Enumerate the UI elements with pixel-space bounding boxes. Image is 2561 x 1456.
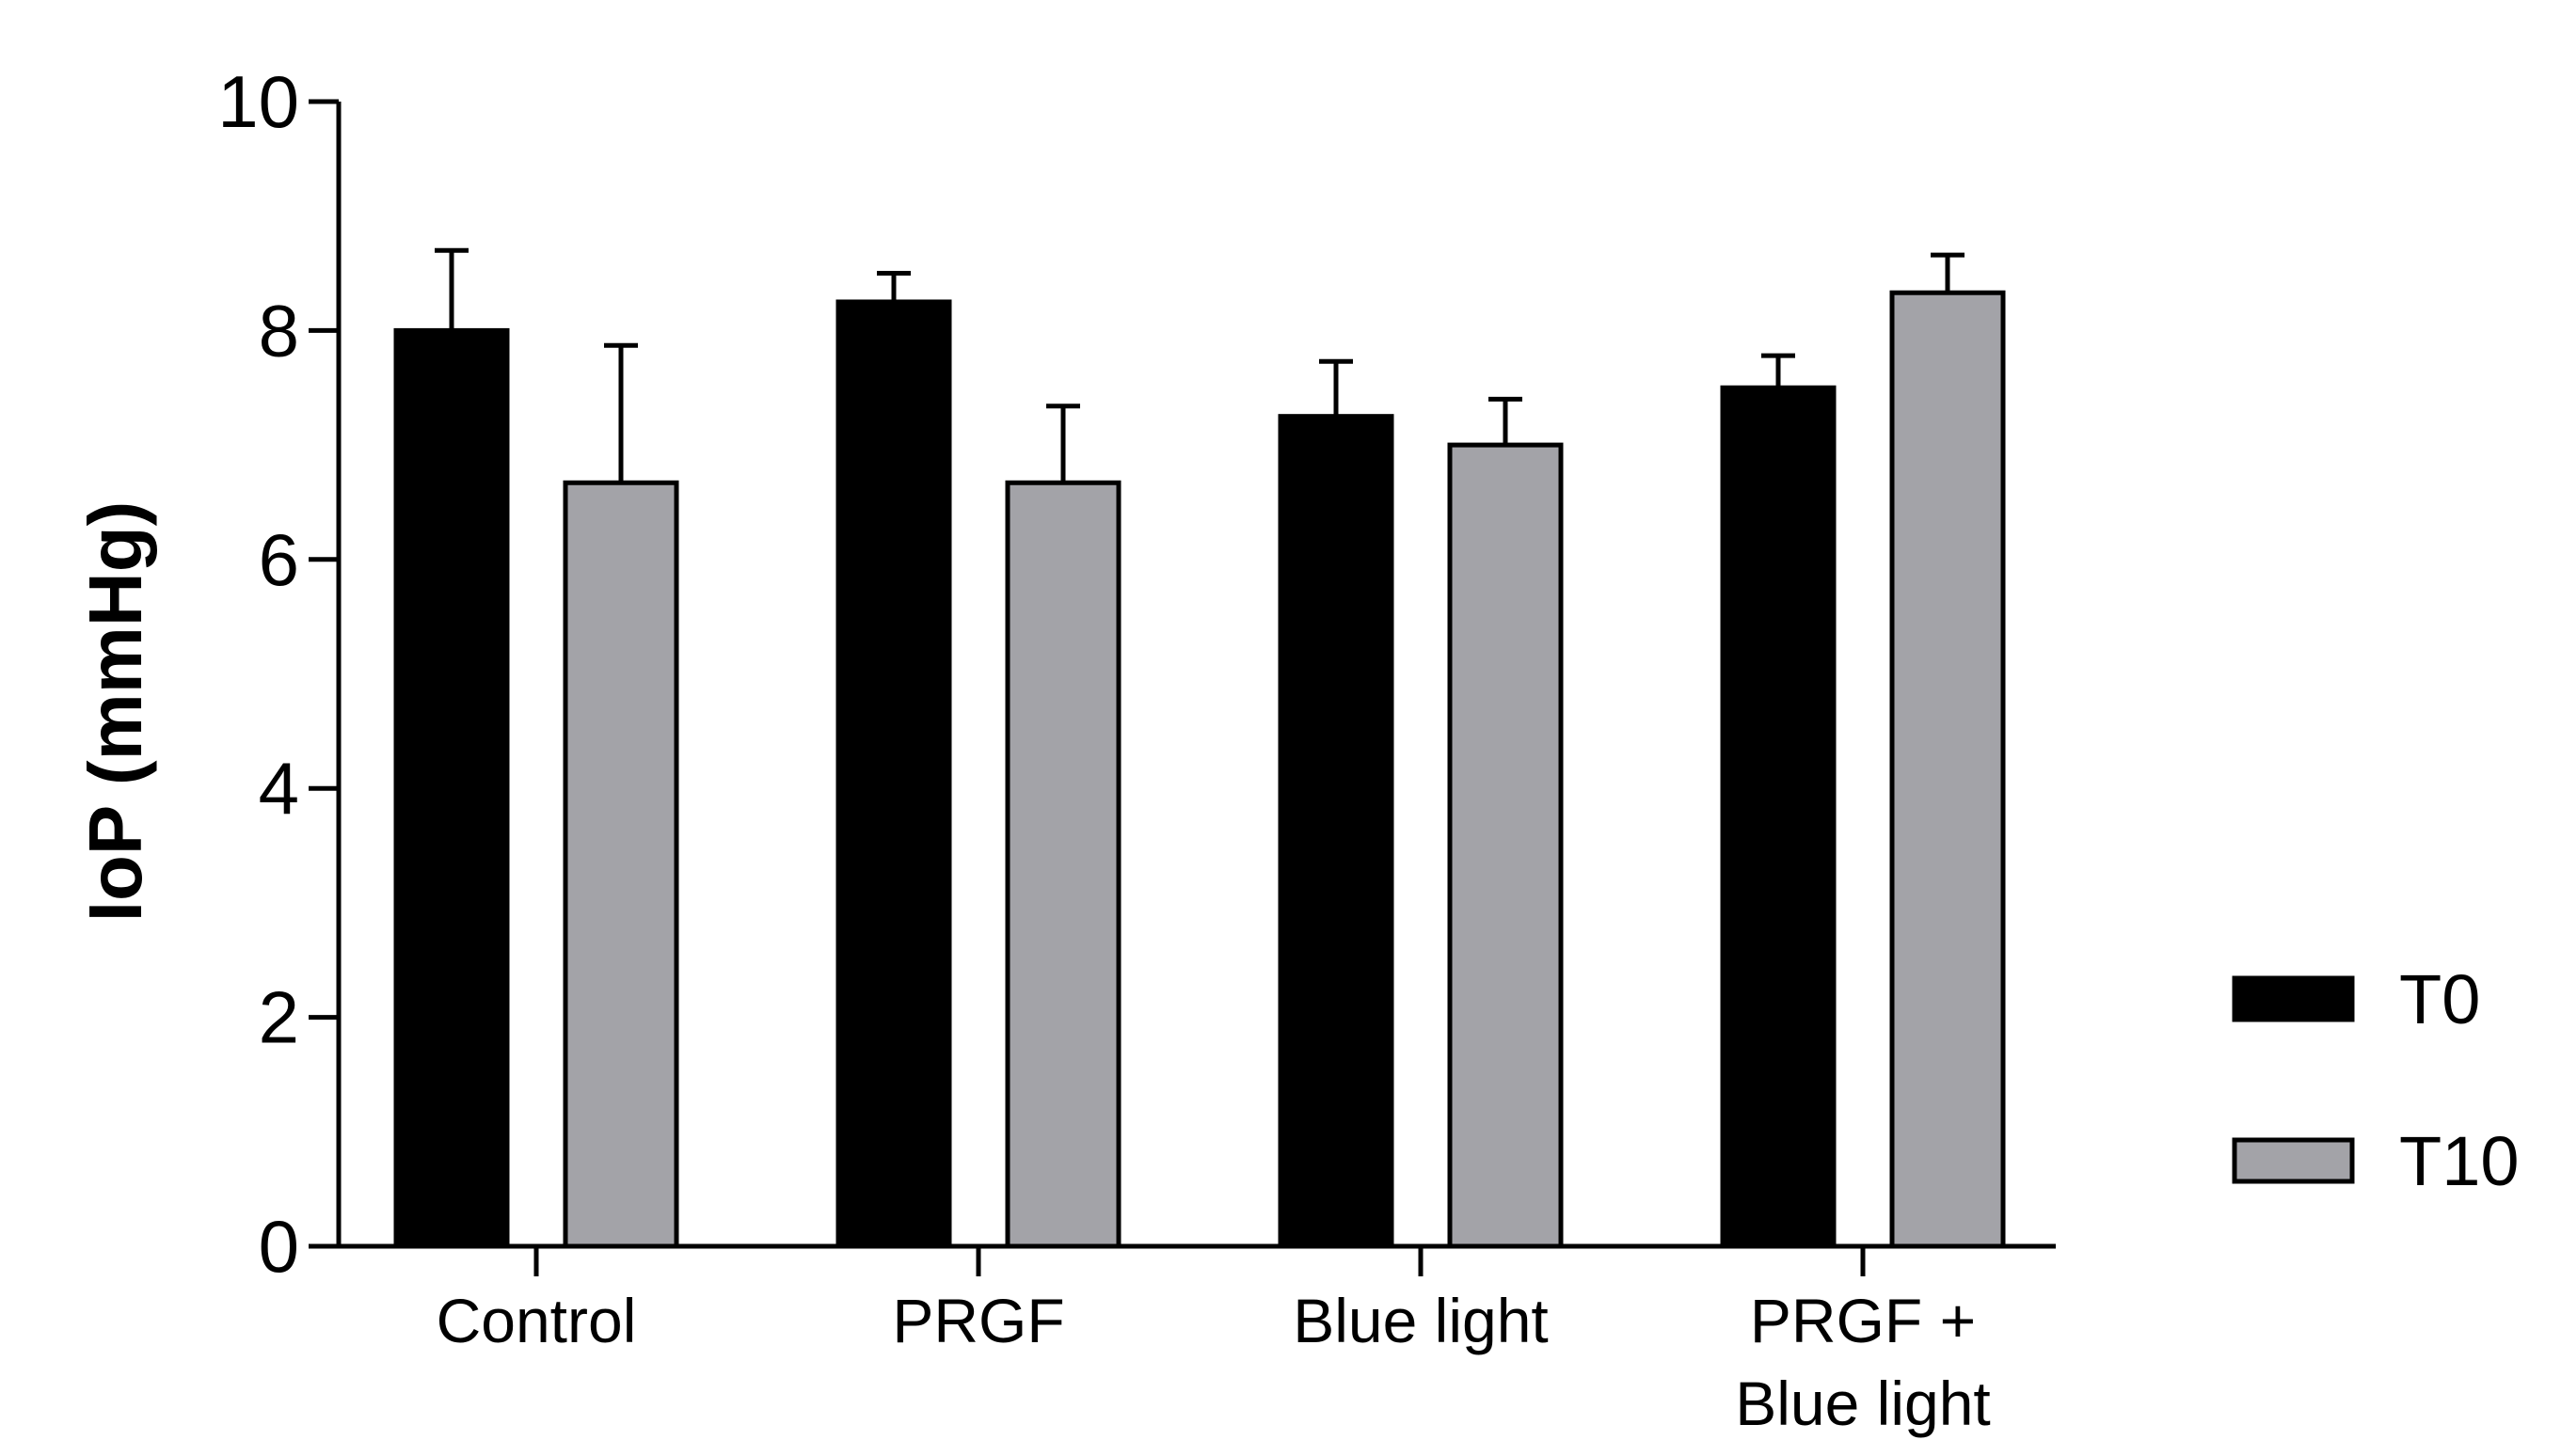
bar-t10-3 <box>1889 290 2006 1249</box>
error-bars <box>435 247 1964 483</box>
x-tick-label-line: Control <box>437 1286 637 1355</box>
bar-t10-0 <box>563 480 679 1249</box>
x-tick-label-line: Blue light <box>1735 1369 1991 1438</box>
y-tick-label: 10 <box>217 60 299 143</box>
legend-swatch-t10 <box>2232 1137 2355 1184</box>
bar-t0-2 <box>1278 414 1394 1249</box>
bar-t0-1 <box>835 299 952 1249</box>
y-axis-title: IoP (mmHg) <box>73 501 157 922</box>
legend-label-t0: T0 <box>2399 960 2480 1038</box>
x-tick-label: PRGF <box>892 1286 1064 1355</box>
x-tick-label: Control <box>437 1286 637 1355</box>
legend-swatch-t0 <box>2232 975 2355 1022</box>
y-tick-label: 8 <box>259 289 299 372</box>
bar-t10-2 <box>1447 442 1564 1249</box>
bar-t0-0 <box>393 327 510 1249</box>
y-tick-label: 6 <box>259 518 299 601</box>
bars <box>393 290 2006 1249</box>
y-tick-label: 2 <box>259 976 299 1059</box>
legend-label-t10: T10 <box>2399 1122 2520 1200</box>
x-tick-label: Blue light <box>1293 1286 1549 1355</box>
x-tick-label-line: PRGF <box>892 1286 1064 1355</box>
x-tick-label: PRGF + Blue light <box>1735 1286 1991 1438</box>
x-tick-label-line: PRGF + <box>1750 1286 1976 1355</box>
y-tick-label: 0 <box>259 1205 299 1288</box>
x-axis-labels: Control PRGF Blue light PRGF + Blue light <box>437 1286 1991 1438</box>
bar-t0-3 <box>1720 385 1837 1249</box>
bar-t10-1 <box>1005 480 1121 1249</box>
legend: T0 T10 <box>2232 960 2520 1200</box>
y-tick-label: 4 <box>259 747 299 830</box>
x-tick-label-line: Blue light <box>1293 1286 1549 1355</box>
y-axis-ticks: 0 2 4 6 8 10 <box>217 60 339 1288</box>
